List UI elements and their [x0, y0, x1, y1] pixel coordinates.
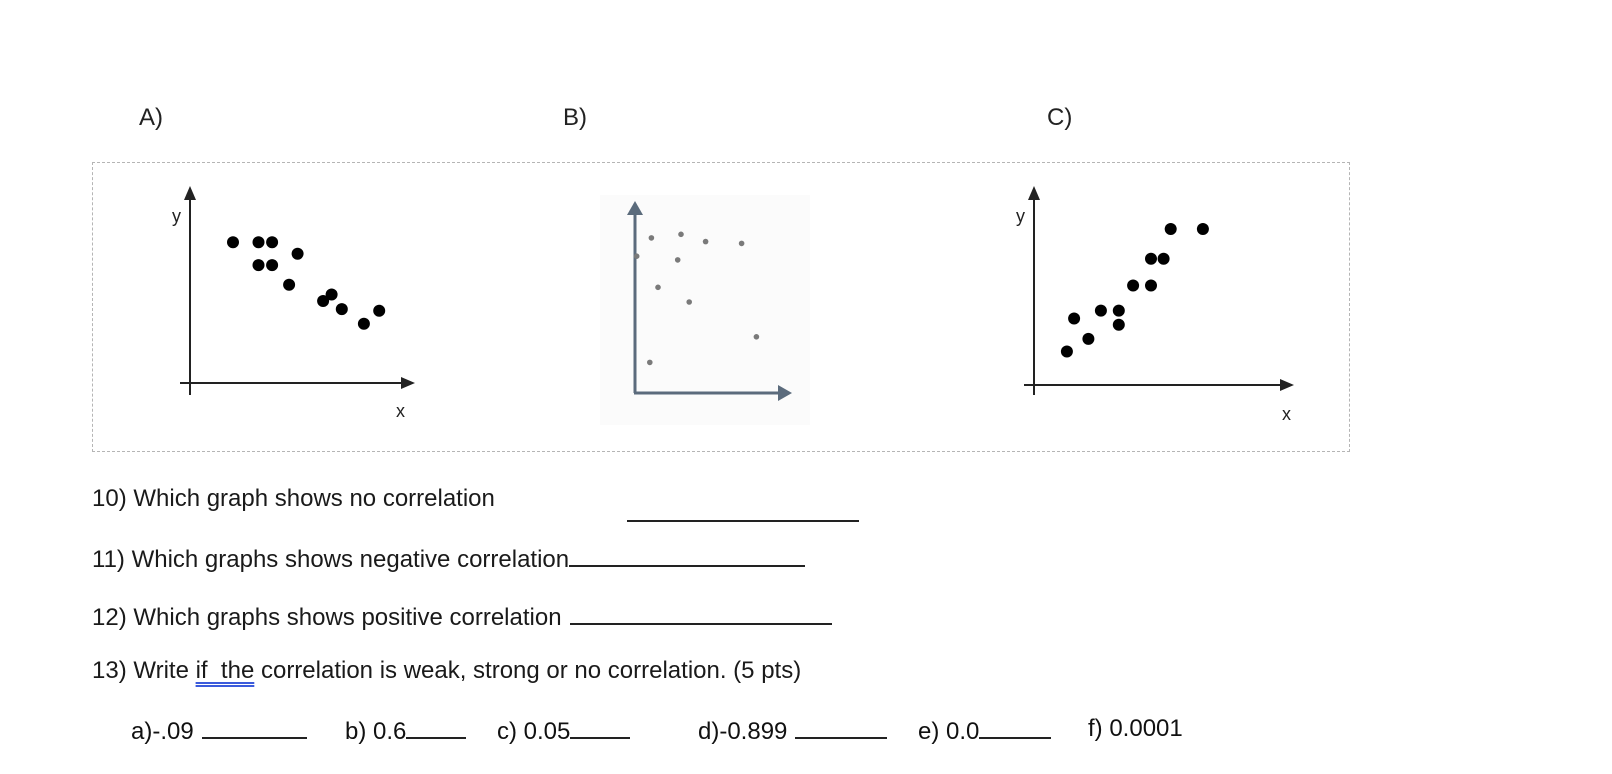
choice-c: c) 0.05 — [497, 715, 631, 746]
data-point — [335, 303, 348, 316]
y-axis-label: y — [172, 206, 181, 226]
graphs-frame — [92, 162, 1350, 452]
data-point — [738, 240, 745, 247]
data-point — [686, 299, 692, 305]
choice-d-label: d)-0.899 — [698, 718, 788, 745]
data-point — [1094, 304, 1107, 317]
data-point — [647, 359, 653, 366]
question-13: 13) Write if the correlation is weak, st… — [92, 657, 801, 685]
x-axis-arrow — [778, 385, 792, 401]
graph-c-points — [1060, 223, 1209, 358]
choice-c-label: c) 0.05 — [497, 718, 571, 745]
data-point — [373, 304, 386, 317]
data-point — [1196, 223, 1209, 235]
data-point — [1164, 223, 1177, 235]
choice-a-label: a)-.09 — [131, 718, 194, 745]
data-point — [702, 238, 709, 245]
graph-a-points — [227, 236, 386, 330]
data-point — [357, 317, 370, 330]
data-point — [283, 278, 296, 291]
choice-b-blank[interactable] — [406, 715, 467, 739]
y-axis-arrow — [627, 201, 643, 215]
y-axis-arrow — [1028, 186, 1040, 200]
choice-d: d)-0.899 — [698, 715, 888, 746]
graph-label-b: B) — [563, 104, 587, 131]
y-axis-label: y — [1016, 206, 1025, 226]
data-point — [227, 236, 239, 249]
choice-e-blank[interactable] — [979, 715, 1052, 739]
choice-f: f) 0.0001 — [1088, 715, 1183, 743]
data-point — [1127, 279, 1140, 292]
data-point — [266, 259, 279, 272]
question-10: 10) Which graph shows no correlation — [92, 485, 495, 513]
choice-d-blank[interactable] — [795, 715, 888, 739]
data-point — [753, 334, 760, 340]
choice-a-blank[interactable] — [201, 715, 307, 739]
choice-e-label: e) 0.0 — [918, 718, 980, 745]
graph-b-points — [633, 231, 760, 366]
data-point — [252, 236, 265, 249]
data-point — [648, 235, 655, 241]
data-point — [1112, 304, 1125, 317]
x-axis-label: x — [396, 401, 405, 421]
x-axis-arrow — [401, 377, 415, 389]
data-point — [1112, 318, 1125, 331]
choice-c-blank[interactable] — [570, 715, 631, 739]
choice-b-label: b) 0.6 — [345, 718, 407, 745]
choice-b: b) 0.6 — [345, 715, 467, 746]
question-13-underlined-words: if the — [195, 657, 255, 684]
choice-f-label: f) 0.0001 — [1088, 715, 1183, 742]
question-10-answer-blank[interactable] — [627, 498, 859, 522]
data-point — [252, 259, 265, 272]
x-axis-arrow — [1280, 379, 1294, 391]
graph-a: y x — [172, 186, 415, 421]
data-point — [655, 284, 661, 291]
graph-c: y x — [1016, 186, 1294, 424]
data-point — [266, 236, 279, 249]
question-11-answer-blank[interactable] — [569, 543, 806, 567]
data-point — [674, 257, 681, 263]
data-point — [633, 253, 640, 259]
graph-b — [600, 195, 810, 425]
data-point — [291, 247, 304, 260]
choice-a: a)-.09 — [131, 715, 307, 746]
data-point — [325, 288, 338, 301]
question-12-text: 12) Which graphs shows positive correlat… — [92, 604, 562, 631]
data-point — [317, 295, 330, 307]
graph-label-c: C) — [1047, 104, 1073, 131]
question-11-text: 11) Which graphs shows negative correlat… — [92, 546, 570, 573]
y-axis-arrow — [184, 186, 196, 200]
question-12-answer-blank[interactable] — [569, 601, 832, 625]
data-point — [1060, 345, 1073, 358]
data-point — [1145, 252, 1157, 265]
question-12: 12) Which graphs shows positive correlat… — [92, 601, 832, 632]
data-point — [1068, 312, 1081, 325]
data-point — [1082, 332, 1095, 345]
question-10-text: 10) Which graph shows no correlation — [92, 485, 495, 512]
data-point — [1157, 252, 1170, 265]
graph-label-a: A) — [139, 104, 163, 131]
data-point — [678, 231, 684, 238]
question-13-text-end: correlation is weak, strong or no correl… — [254, 657, 802, 684]
question-13-text-start: 13) Write — [92, 657, 196, 684]
data-point — [1145, 279, 1157, 292]
question-11: 11) Which graphs shows negative correlat… — [92, 543, 806, 574]
choice-e: e) 0.0 — [918, 715, 1052, 746]
x-axis-label: x — [1282, 404, 1291, 424]
